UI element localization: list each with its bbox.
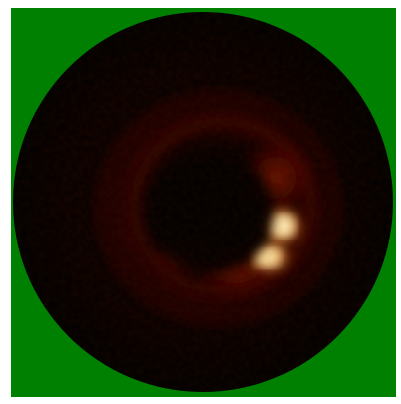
radial-disk-image (13, 12, 393, 392)
image-field (11, 8, 396, 397)
grain-texture (13, 12, 393, 392)
